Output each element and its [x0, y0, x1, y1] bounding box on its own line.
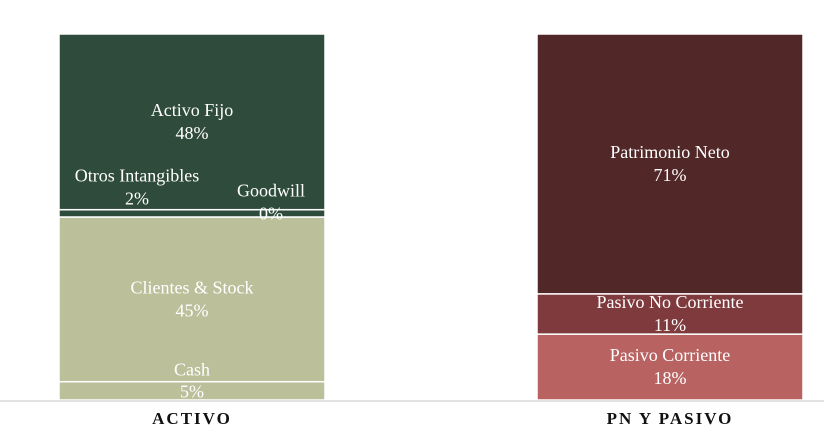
segment-value-activo-fijo: 48% [176, 123, 209, 143]
segment-value-pasivo-corriente: 18% [654, 368, 687, 388]
category-label-pn-y-pasivo: PN Y PASIVO [607, 409, 734, 428]
segment-value-goodwill: 0% [259, 203, 283, 223]
segment-label-otros-intangibles: Otros Intangibles [75, 166, 199, 186]
segment-value-pasivo-no-corriente: 11% [654, 315, 686, 335]
segment-value-otros-intangibles: 2% [125, 189, 149, 209]
bar-segment-activo-fijo [58, 33, 326, 211]
segment-label-pasivo-corriente: Pasivo Corriente [610, 345, 730, 365]
category-label-activo: ACTIVO [152, 409, 232, 428]
segment-label-goodwill: Goodwill [237, 180, 305, 200]
bar-segment-pasivo-corriente [536, 333, 804, 401]
bar-segment-patrimonio-neto [536, 33, 804, 295]
bar-segment-otros-intangibles [58, 208, 326, 218]
segment-value-cash: 5% [180, 382, 204, 402]
segment-label-clientes-stock: Clientes & Stock [131, 277, 254, 297]
segment-label-activo-fijo: Activo Fijo [151, 100, 234, 120]
segment-value-patrimonio-neto: 71% [654, 165, 687, 185]
segment-label-cash: Cash [174, 360, 210, 380]
segment-label-pasivo-no-corriente: Pasivo No Corriente [597, 292, 744, 312]
bar-segment-clientes-stock [58, 216, 326, 383]
segment-value-clientes-stock: 45% [176, 300, 209, 320]
segment-label-patrimonio-neto: Patrimonio Neto [610, 142, 730, 162]
